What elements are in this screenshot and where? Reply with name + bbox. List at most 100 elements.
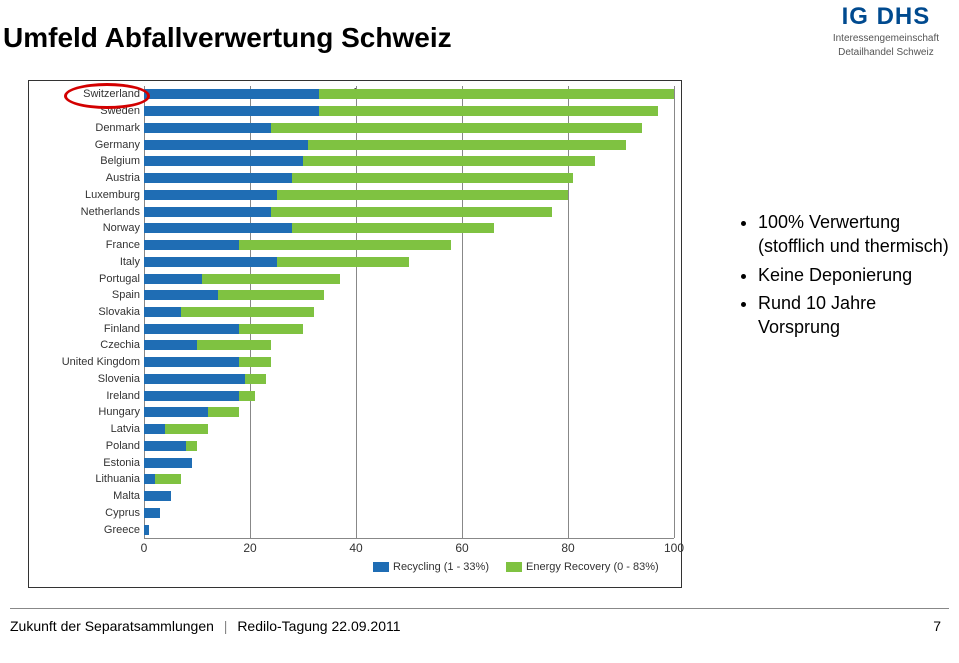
bar-energy [271, 207, 552, 217]
page-number: 7 [933, 618, 941, 634]
bar-recycling [144, 324, 239, 334]
bar-energy [271, 123, 642, 133]
bar-recycling [144, 223, 292, 233]
bar-recycling [144, 357, 239, 367]
bar-energy [155, 474, 182, 484]
chart-row: Poland [29, 438, 681, 454]
country-label: Latvia [30, 421, 140, 437]
country-label: France [30, 237, 140, 253]
bullet-item: Keine Deponierung [758, 263, 959, 287]
chart-row: Slovakia [29, 304, 681, 320]
country-label: Ireland [30, 388, 140, 404]
country-label: Poland [30, 438, 140, 454]
country-label: Hungary [30, 404, 140, 420]
chart-row: Luxemburg [29, 187, 681, 203]
bar-energy [277, 257, 410, 267]
chart-row: Latvia [29, 421, 681, 437]
x-tick-label: 20 [243, 541, 256, 555]
country-label: Germany [30, 137, 140, 153]
chart-row: Germany [29, 137, 681, 153]
bar-energy [186, 441, 197, 451]
country-label: Belgium [30, 153, 140, 169]
legend: Recycling (1 - 33%) Energy Recovery (0 -… [359, 561, 659, 581]
x-axis [144, 538, 674, 539]
footer-text-b: Redilo-Tagung 22.09.2011 [237, 618, 400, 634]
bar-energy [308, 140, 626, 150]
country-label: Slovenia [30, 371, 140, 387]
bar-recycling [144, 491, 171, 501]
bar-energy [197, 340, 271, 350]
bullet-list: 100% Verwertung (stofflich und thermisch… [700, 210, 959, 343]
logo: IG DHS Interessengemeinschaft Detailhand… [833, 3, 939, 59]
country-label: Greece [30, 522, 140, 538]
country-label: Norway [30, 220, 140, 236]
bar-recycling [144, 156, 303, 166]
bar-energy [303, 156, 595, 166]
country-label: Portugal [30, 271, 140, 287]
bar-recycling [144, 474, 155, 484]
bar-energy [292, 173, 573, 183]
country-label: Lithuania [30, 471, 140, 487]
bar-recycling [144, 391, 239, 401]
chart-row: Lithuania [29, 471, 681, 487]
country-label: Luxemburg [30, 187, 140, 203]
logo-text: IG DHS [833, 3, 939, 31]
bullet-item: Rund 10 Jahre Vorsprung [758, 291, 959, 340]
country-label: Estonia [30, 455, 140, 471]
chart-row: Estonia [29, 455, 681, 471]
bar-recycling [144, 307, 181, 317]
bar-recycling [144, 441, 186, 451]
bar-recycling [144, 207, 271, 217]
bullet-item: 100% Verwertung (stofflich und thermisch… [758, 210, 959, 259]
bar-energy [239, 391, 255, 401]
chart-row: Hungary [29, 404, 681, 420]
bar-recycling [144, 190, 277, 200]
country-label: Cyprus [30, 505, 140, 521]
country-label: Finland [30, 321, 140, 337]
chart-row: Spain [29, 287, 681, 303]
chart-row: France [29, 237, 681, 253]
bar-recycling [144, 374, 245, 384]
bar-recycling [144, 274, 202, 284]
bar-recycling [144, 407, 208, 417]
country-label: Netherlands [30, 204, 140, 220]
chart-row: Italy [29, 254, 681, 270]
country-label: Austria [30, 170, 140, 186]
footer-left: Zukunft der Separatsammlungen | Redilo-T… [10, 618, 401, 634]
bar-recycling [144, 123, 271, 133]
page-title: Umfeld Abfallverwertung Schweiz [3, 22, 452, 54]
chart-row: Greece [29, 522, 681, 538]
chart-row: Ireland [29, 388, 681, 404]
legend-swatch-recycling [373, 562, 389, 572]
x-tick-label: 80 [561, 541, 574, 555]
bar-energy [292, 223, 493, 233]
footer-sep: | [224, 618, 228, 634]
chart-row: Czechia [29, 337, 681, 353]
legend-label-recycling: Recycling (1 - 33%) [393, 561, 489, 573]
bar-recycling [144, 340, 197, 350]
chart: SwitzerlandSwedenDenmarkGermanyBelgiumAu… [28, 80, 682, 588]
chart-row: Cyprus [29, 505, 681, 521]
bar-recycling [144, 173, 292, 183]
logo-sub1: Interessengemeinschaft [833, 33, 939, 45]
chart-row: Portugal [29, 271, 681, 287]
bar-energy [239, 240, 451, 250]
logo-sub2: Detailhandel Schweiz [833, 47, 939, 59]
bar-recycling [144, 257, 277, 267]
bar-energy [218, 290, 324, 300]
bar-energy [181, 307, 314, 317]
chart-row: Belgium [29, 153, 681, 169]
bar-energy [319, 106, 658, 116]
x-tick-label: 0 [141, 541, 148, 555]
chart-row: Slovenia [29, 371, 681, 387]
bar-recycling [144, 240, 239, 250]
bar-energy [245, 374, 266, 384]
chart-row: Denmark [29, 120, 681, 136]
footer-divider [10, 608, 949, 609]
country-label: Slovakia [30, 304, 140, 320]
bar-energy [239, 357, 271, 367]
country-label: Denmark [30, 120, 140, 136]
chart-row: Netherlands [29, 204, 681, 220]
bar-energy [208, 407, 240, 417]
chart-row: Malta [29, 488, 681, 504]
